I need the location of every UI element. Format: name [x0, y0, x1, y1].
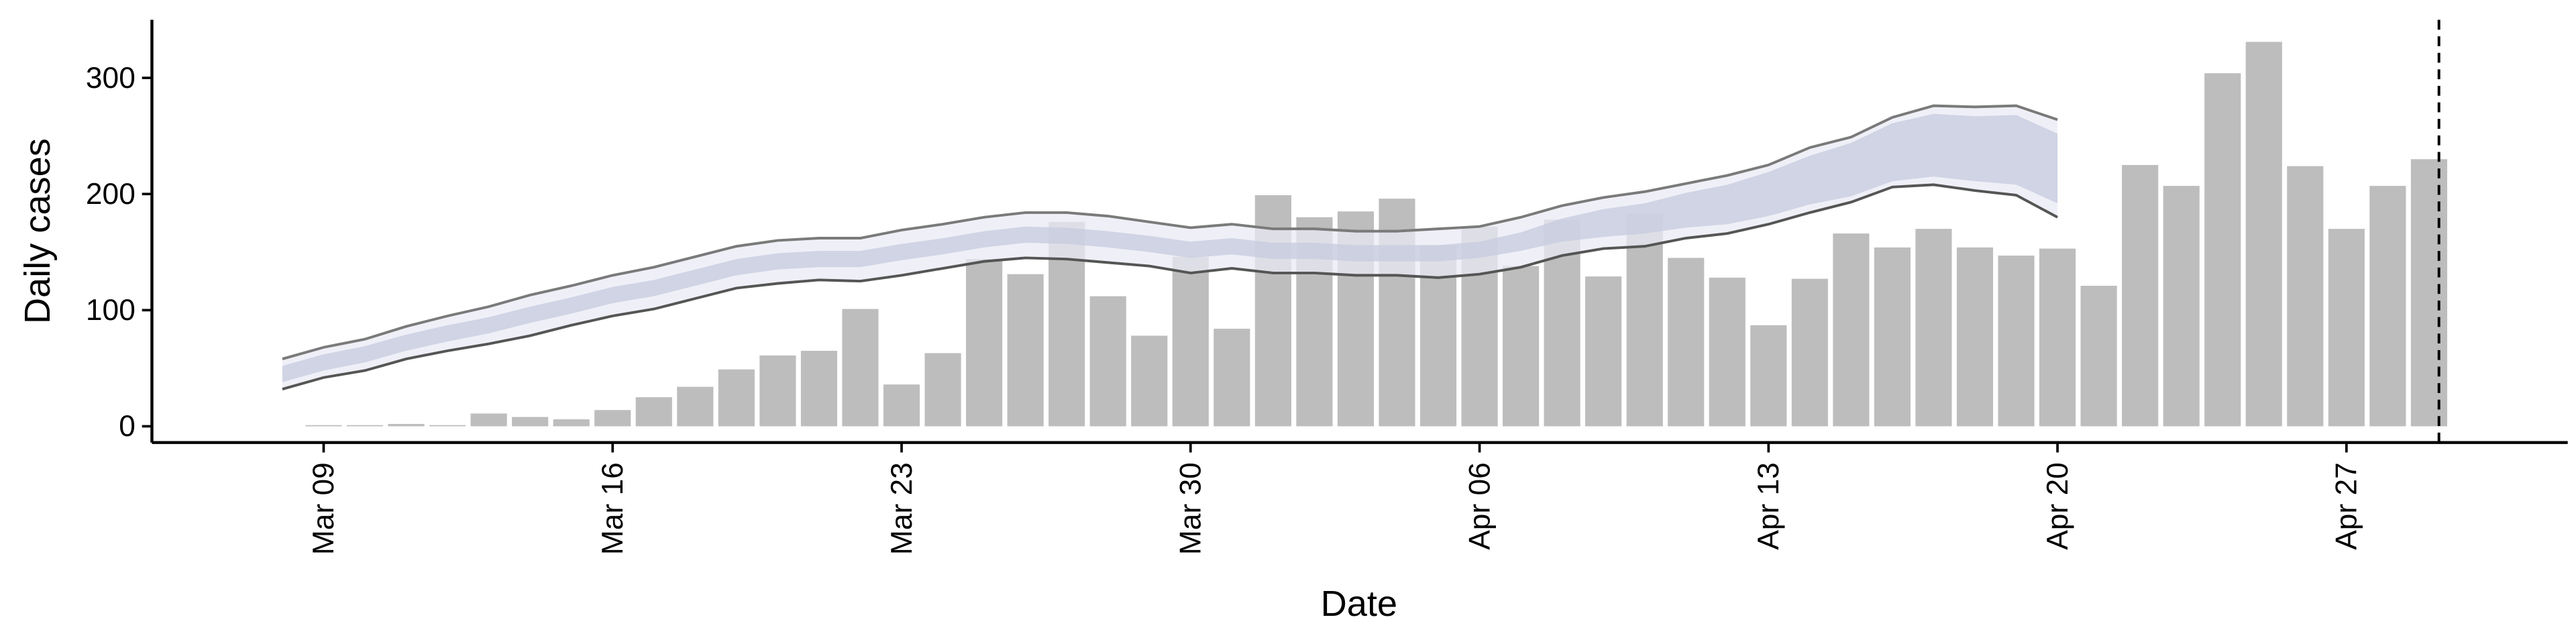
bar: [1214, 329, 1250, 427]
x-axis-label: Date: [1321, 584, 1397, 624]
bar: [966, 259, 1003, 427]
bar: [1131, 335, 1168, 427]
bar: [1915, 229, 1952, 427]
bar: [924, 353, 961, 427]
x-tick-label: Mar 23: [885, 462, 918, 555]
bar: [305, 425, 342, 427]
bar: [346, 425, 384, 427]
bar: [2328, 229, 2365, 427]
bar: [2245, 42, 2282, 427]
y-tick-label: 100: [86, 294, 136, 327]
bar: [1998, 255, 2035, 427]
bar: [2080, 285, 2117, 427]
bar: [2410, 159, 2447, 427]
bar: [842, 309, 879, 427]
bar: [1089, 296, 1126, 427]
bar: [2287, 166, 2324, 427]
bar: [2204, 73, 2241, 427]
bar: [718, 369, 755, 427]
y-tick-label: 0: [119, 410, 136, 443]
bar: [470, 413, 507, 427]
x-tick-label: Mar 30: [1175, 462, 1208, 555]
bar: [883, 384, 920, 427]
bar: [635, 397, 672, 427]
bar: [2369, 186, 2406, 427]
y-tick-label: 300: [86, 62, 136, 95]
bar: [1709, 277, 1746, 427]
band-edge: [282, 183, 2059, 390]
bar: [1750, 325, 1787, 427]
x-tick-label: Mar 16: [596, 462, 629, 555]
x-tick-label: Mar 09: [307, 462, 340, 555]
x-tick-label: Apr 06: [1463, 462, 1496, 550]
bar: [388, 423, 425, 427]
bar: [1626, 213, 1663, 427]
bar: [429, 425, 466, 427]
bar: [512, 417, 549, 427]
bar: [2122, 164, 2159, 427]
x-tick-label: Apr 20: [2041, 462, 2074, 550]
bar: [553, 419, 590, 427]
band-edge: [282, 104, 2058, 360]
ribbon: [282, 113, 2058, 382]
bar: [759, 355, 796, 427]
x-tick-label: Apr 13: [1752, 462, 1785, 550]
bar: [594, 410, 631, 427]
bar: [677, 386, 714, 427]
bar: [1585, 276, 1622, 427]
bar: [1007, 274, 1044, 427]
bar: [1172, 256, 1209, 427]
bar: [2039, 248, 2076, 427]
bar: [1668, 258, 1705, 427]
bar: [1874, 247, 1911, 427]
y-tick-label: 200: [86, 178, 136, 211]
x-tick-label: Apr 27: [2330, 462, 2363, 550]
bar: [2163, 186, 2200, 427]
bar: [1791, 278, 1828, 427]
bar: [800, 350, 837, 427]
y-axis-label: Daily cases: [17, 138, 58, 324]
bar: [1833, 233, 1870, 427]
bar: [1503, 266, 1540, 427]
bar: [1956, 247, 1994, 427]
